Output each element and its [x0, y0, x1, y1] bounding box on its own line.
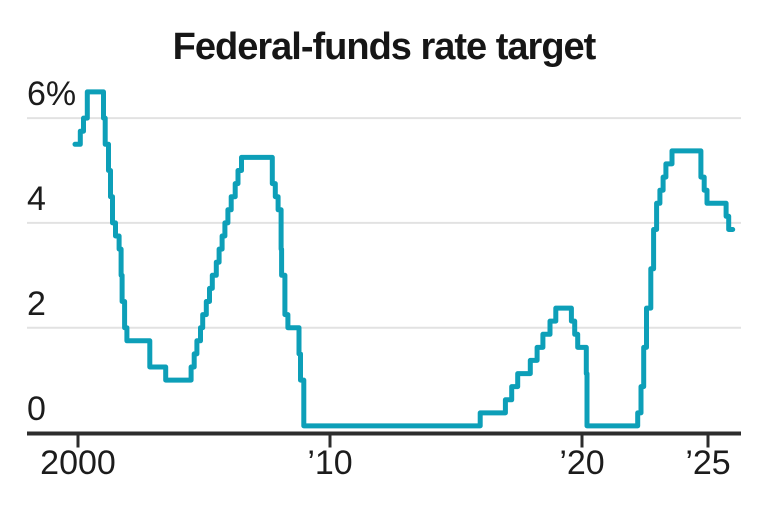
y-tick-label: 0 [27, 389, 46, 428]
x-tick-label: 2000 [40, 444, 116, 482]
y-tick-label: 4 [27, 179, 46, 218]
y-tick-label: 6% [27, 75, 77, 114]
rate-step-line [72, 89, 736, 429]
x-tick-label: ’25 [685, 444, 731, 482]
chart-title: Federal-funds rate target [172, 26, 597, 68]
y-tick-label: 2 [27, 284, 46, 323]
x-tick-label: ’20 [559, 444, 605, 482]
x-tick-label: ’10 [307, 444, 353, 482]
